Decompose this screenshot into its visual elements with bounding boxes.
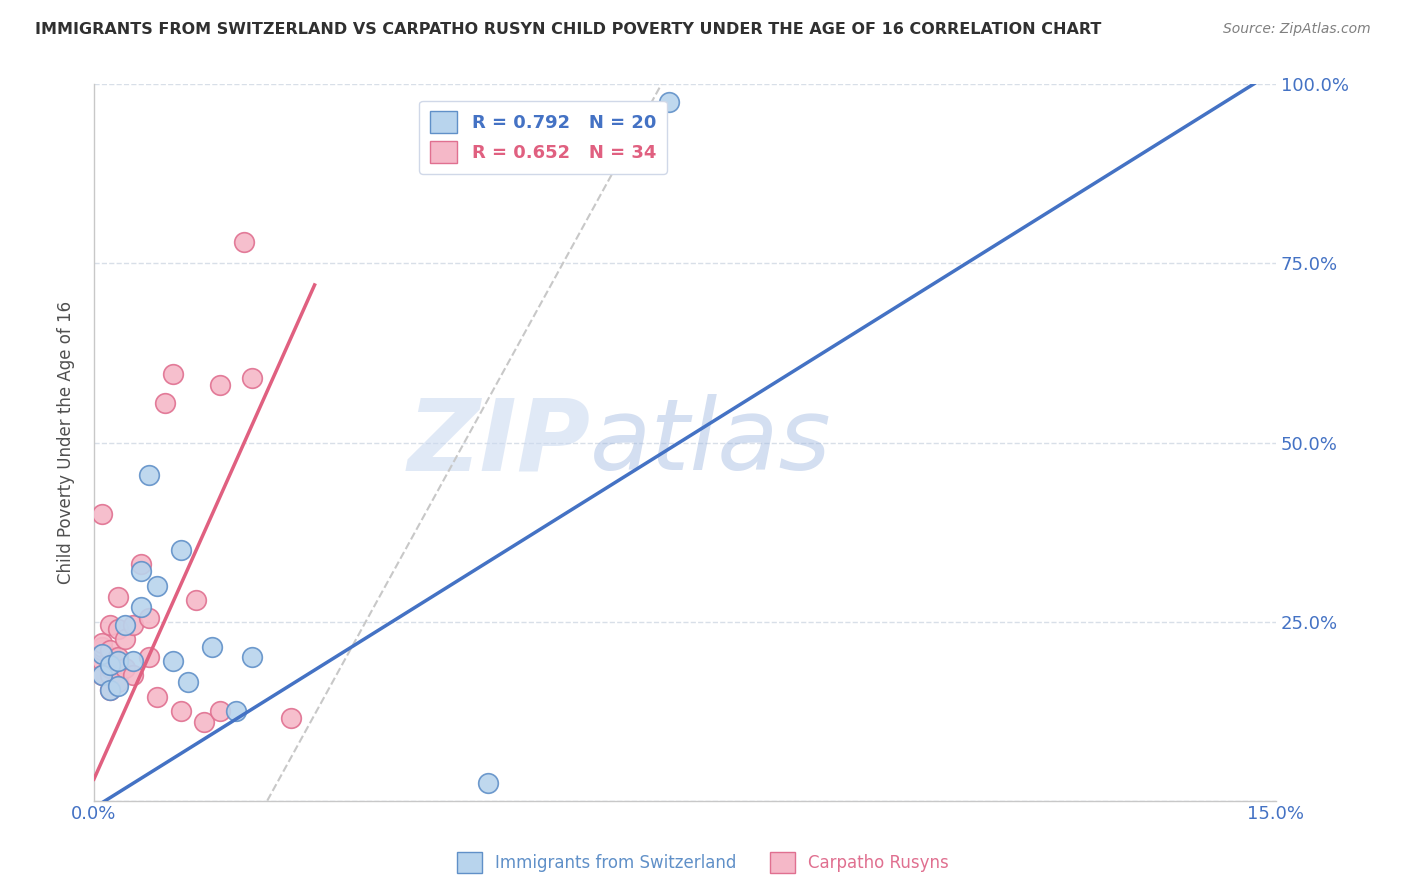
Text: IMMIGRANTS FROM SWITZERLAND VS CARPATHO RUSYN CHILD POVERTY UNDER THE AGE OF 16 : IMMIGRANTS FROM SWITZERLAND VS CARPATHO … bbox=[35, 22, 1101, 37]
Point bbox=[98, 661, 121, 675]
Point bbox=[280, 711, 302, 725]
Text: Source: ZipAtlas.com: Source: ZipAtlas.com bbox=[1223, 22, 1371, 37]
Point bbox=[177, 675, 200, 690]
Point bbox=[201, 640, 224, 654]
Point bbox=[107, 675, 129, 690]
Point bbox=[232, 235, 254, 249]
Point bbox=[186, 593, 208, 607]
Point bbox=[240, 650, 263, 665]
Point bbox=[138, 650, 160, 665]
Point bbox=[90, 643, 112, 657]
Point bbox=[208, 704, 231, 718]
Y-axis label: Child Poverty Under the Age of 16: Child Poverty Under the Age of 16 bbox=[58, 301, 75, 584]
Legend: Immigrants from Switzerland, Carpatho Rusyns: Immigrants from Switzerland, Carpatho Ru… bbox=[450, 846, 956, 880]
Point bbox=[98, 650, 121, 665]
Point bbox=[90, 640, 112, 654]
Point bbox=[90, 647, 112, 661]
Point bbox=[114, 632, 136, 647]
Point bbox=[138, 611, 160, 625]
Point bbox=[153, 396, 176, 410]
Point bbox=[98, 618, 121, 632]
Point bbox=[90, 654, 112, 668]
Point bbox=[107, 590, 129, 604]
Point bbox=[169, 543, 191, 558]
Point bbox=[225, 704, 247, 718]
Point bbox=[122, 618, 145, 632]
Point bbox=[208, 378, 231, 392]
Point bbox=[658, 95, 681, 110]
Point bbox=[90, 668, 112, 682]
Point bbox=[122, 654, 145, 668]
Point bbox=[138, 467, 160, 482]
Point bbox=[98, 682, 121, 697]
Point bbox=[107, 654, 129, 668]
Point bbox=[98, 657, 121, 672]
Point bbox=[193, 714, 215, 729]
Point bbox=[114, 618, 136, 632]
Point bbox=[129, 558, 152, 572]
Point bbox=[98, 668, 121, 682]
Point bbox=[90, 668, 112, 682]
Point bbox=[146, 579, 169, 593]
Text: atlas: atlas bbox=[591, 394, 832, 491]
Point bbox=[98, 643, 121, 657]
Point bbox=[162, 368, 184, 382]
Point bbox=[122, 668, 145, 682]
Point bbox=[129, 565, 152, 579]
Legend: R = 0.792   N = 20, R = 0.652   N = 34: R = 0.792 N = 20, R = 0.652 N = 34 bbox=[419, 101, 666, 174]
Point bbox=[90, 636, 112, 650]
Point bbox=[90, 507, 112, 521]
Text: ZIP: ZIP bbox=[408, 394, 591, 491]
Point bbox=[146, 690, 169, 704]
Point bbox=[129, 600, 152, 615]
Point bbox=[98, 682, 121, 697]
Point bbox=[107, 650, 129, 665]
Point bbox=[107, 679, 129, 693]
Point bbox=[477, 775, 499, 789]
Point bbox=[107, 622, 129, 636]
Point bbox=[162, 654, 184, 668]
Point bbox=[240, 371, 263, 385]
Point bbox=[169, 704, 191, 718]
Point bbox=[114, 661, 136, 675]
